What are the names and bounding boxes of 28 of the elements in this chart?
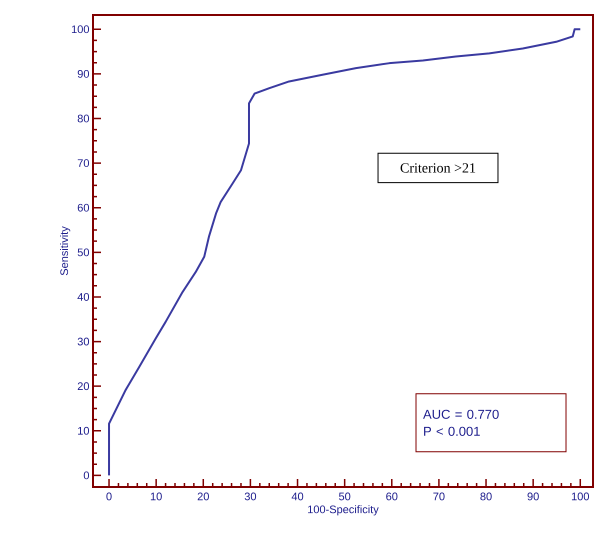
y-tick-label: 30 (78, 338, 90, 346)
y-tick-label: 20 (78, 382, 90, 390)
x-tick-label: 80 (480, 492, 492, 500)
annotation: AUC = 0.770 (423, 410, 499, 419)
x-tick-label: 100 (572, 492, 590, 500)
line-series (108, 28, 582, 476)
annotation: P < 0.001 (424, 426, 480, 436)
y-tick-label: 50 (78, 248, 90, 256)
x-tick-label: 40 (292, 492, 304, 500)
y-tick-label: 60 (78, 204, 90, 212)
y-axis-title: Sensitivity (60, 226, 70, 276)
y-tick-label: 10 (78, 426, 90, 435)
x-tick-label: 60 (386, 492, 398, 500)
x-tick-label: 50 (338, 492, 350, 500)
y-tick-label: 70 (78, 159, 90, 168)
x-tick-label: 0 (106, 492, 112, 500)
x-tick-label: 30 (244, 492, 256, 500)
x-tick-label: 20 (198, 492, 209, 500)
x-tick-label: 10 (150, 492, 162, 500)
y-tick-label: 40 (77, 293, 90, 301)
annotation: Criterion >21 (400, 163, 476, 173)
y-tick-label: 90 (78, 70, 90, 78)
y-tick-label: 80 (78, 114, 90, 122)
x-tick-label: 70 (433, 492, 445, 500)
x-axis-title: 100-Specificity (308, 505, 379, 516)
y-tick-label: 0 (84, 472, 90, 480)
x-tick-label: 90 (528, 492, 539, 500)
y-tick-label: 100 (72, 25, 90, 34)
